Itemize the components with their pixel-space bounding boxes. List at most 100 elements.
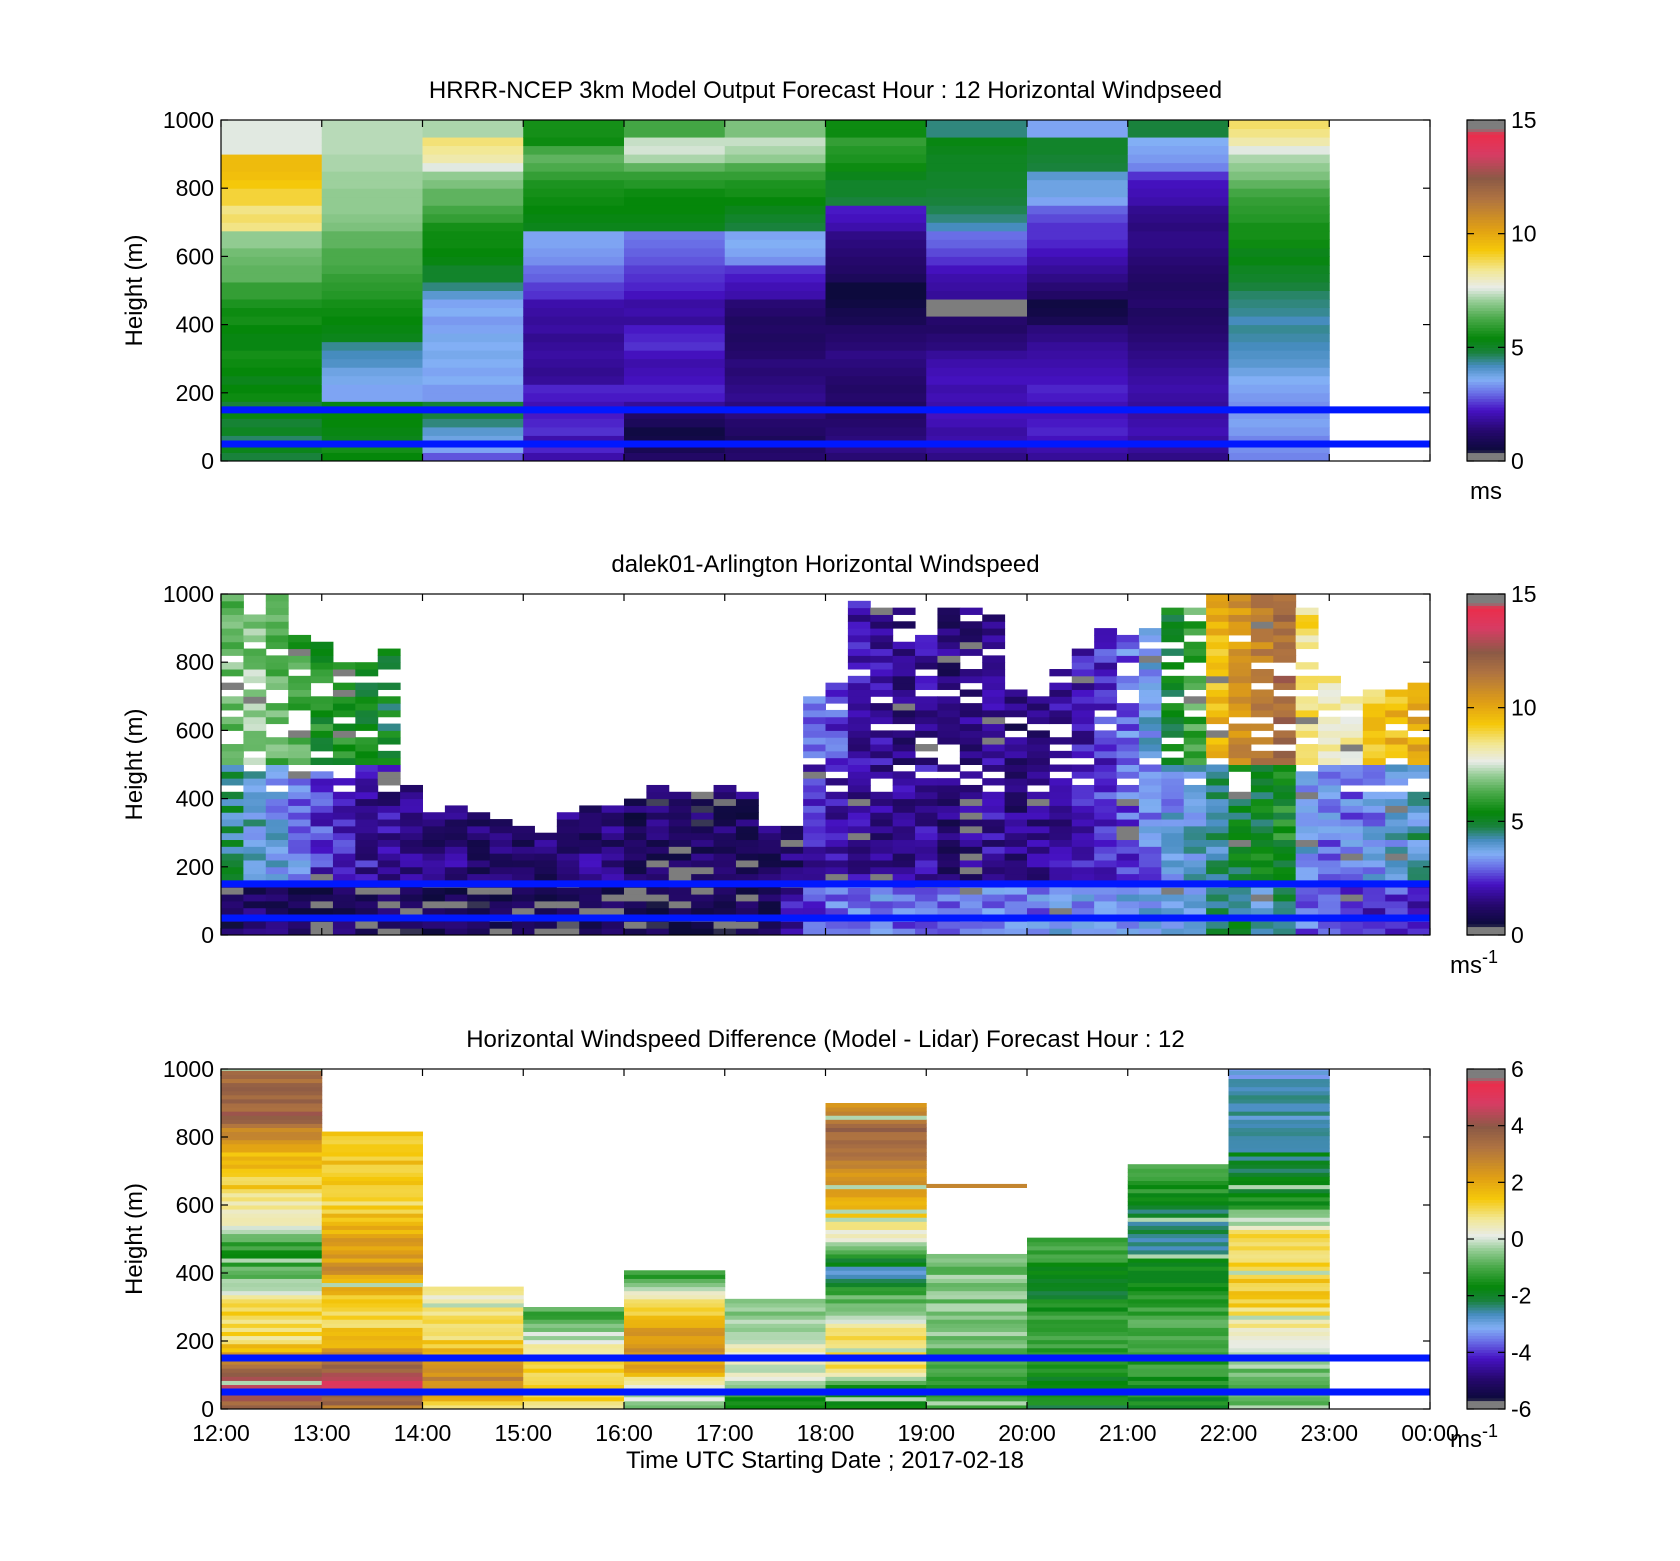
colorbar-frame xyxy=(1466,593,1506,936)
heatmap-cell xyxy=(1004,696,1028,704)
heatmap-cell xyxy=(288,853,312,861)
heatmap-cell xyxy=(1138,859,1162,868)
heatmap-cell xyxy=(959,853,983,861)
heatmap-cell xyxy=(870,634,894,643)
heatmap-cell xyxy=(332,744,356,752)
heatmap-cell xyxy=(1027,1331,1129,1337)
heatmap-cell xyxy=(758,866,782,875)
heatmap-cell xyxy=(668,859,692,868)
heatmap-cell xyxy=(523,316,625,326)
x-tick-label: 22:00 xyxy=(1200,1420,1258,1446)
colorbar-swatch xyxy=(1467,812,1505,817)
heatmap-cell xyxy=(1206,682,1229,690)
colorbar-swatch xyxy=(1467,721,1505,726)
heatmap-cell xyxy=(1340,723,1364,731)
colorbar-tick-label: 5 xyxy=(1511,334,1524,360)
heatmap-cell xyxy=(355,723,379,731)
heatmap-cell xyxy=(870,853,894,861)
heatmap-cell xyxy=(926,426,1028,436)
heatmap-cell xyxy=(321,239,423,249)
heatmap-cell xyxy=(624,375,726,385)
colorbar-swatch xyxy=(1467,1207,1505,1212)
heatmap-cell xyxy=(221,1192,323,1198)
heatmap-cell xyxy=(321,128,423,138)
colorbar-swatch xyxy=(1467,279,1505,283)
colorbar-swatch xyxy=(1467,367,1505,371)
heatmap-cell xyxy=(847,819,871,827)
colorbar-swatch xyxy=(1467,1168,1505,1172)
heatmap-cell xyxy=(892,682,916,690)
heatmap-cell xyxy=(825,1241,927,1247)
heatmap-cell xyxy=(646,791,670,800)
heatmap-cell xyxy=(221,812,244,820)
heatmap-cell xyxy=(847,737,871,745)
heatmap-cell xyxy=(321,1233,423,1239)
heatmap-cell xyxy=(624,1302,726,1308)
heatmap-cell xyxy=(1273,682,1297,690)
heatmap-cell xyxy=(321,1360,423,1365)
heatmap-cell xyxy=(221,1343,323,1349)
colorbar-swatch xyxy=(1467,310,1505,314)
colorbar-swatch xyxy=(1467,293,1505,297)
heatmap-cell xyxy=(724,1302,826,1308)
heatmap-cell xyxy=(1228,384,1330,394)
heatmap-cell xyxy=(870,764,894,772)
heatmap-cell xyxy=(355,709,379,718)
heatmap-cell xyxy=(892,825,916,834)
heatmap-cell xyxy=(713,812,737,820)
heatmap-cell xyxy=(422,256,524,266)
heatmap-cell xyxy=(825,1253,927,1259)
heatmap-cell xyxy=(1228,791,1252,800)
heatmap-cell xyxy=(265,798,289,806)
heatmap-cell xyxy=(825,1237,927,1243)
heatmap-cell xyxy=(1206,805,1229,813)
heatmap-cell xyxy=(1250,757,1274,765)
heatmap-cell xyxy=(321,1180,423,1186)
colorbar-swatch xyxy=(1467,1162,1505,1166)
heatmap-cell xyxy=(221,137,323,147)
heatmap-cell xyxy=(825,894,849,902)
heatmap-cell xyxy=(523,1335,625,1341)
heatmap-cell xyxy=(1228,750,1252,759)
heatmap-cell xyxy=(422,316,524,326)
heatmap-cell xyxy=(1430,683,1453,690)
heatmap-cell xyxy=(926,1327,1028,1332)
colorbar-swatch xyxy=(1467,122,1505,127)
heatmap-cell xyxy=(310,703,334,711)
heatmap-cell xyxy=(870,791,894,800)
heatmap-cell xyxy=(1430,874,1453,881)
heatmap-cell xyxy=(332,757,356,765)
heatmap-cell xyxy=(926,452,1028,461)
heatmap-cell xyxy=(624,401,726,411)
heatmap-cell xyxy=(825,145,927,155)
heatmap-cell xyxy=(1206,887,1229,895)
heatmap-cell xyxy=(959,873,983,881)
heatmap-cell xyxy=(1071,730,1095,738)
heatmap-cell xyxy=(1295,703,1319,711)
heatmap-cell xyxy=(444,894,468,902)
heatmap-cell xyxy=(1004,873,1028,881)
heatmap-cell xyxy=(959,846,983,854)
heatmap-cell xyxy=(355,921,379,929)
heatmap-cell xyxy=(825,273,927,283)
heatmap-cell xyxy=(1340,846,1364,854)
heatmap-cell xyxy=(668,894,692,902)
heatmap-cell xyxy=(355,682,379,690)
heatmap-cell xyxy=(1206,607,1229,615)
heatmap-cell xyxy=(221,628,244,636)
heatmap-cell xyxy=(1049,894,1073,902)
heatmap-cell xyxy=(1273,771,1297,779)
heatmap-cell xyxy=(1385,819,1409,827)
colorbar-swatch xyxy=(1467,1202,1505,1206)
heatmap-cell xyxy=(512,825,535,834)
heatmap-cell xyxy=(1430,853,1453,860)
heatmap-cell xyxy=(1127,1372,1229,1377)
heatmap-cell xyxy=(1206,839,1229,847)
y-tick-label: 0 xyxy=(201,922,214,948)
heatmap-cell xyxy=(1430,778,1453,785)
heatmap-cell xyxy=(892,887,916,895)
heatmap-cell xyxy=(825,1249,927,1255)
heatmap-cell xyxy=(1228,230,1330,240)
heatmap-cell xyxy=(1138,655,1162,663)
heatmap-cell xyxy=(1027,162,1129,172)
